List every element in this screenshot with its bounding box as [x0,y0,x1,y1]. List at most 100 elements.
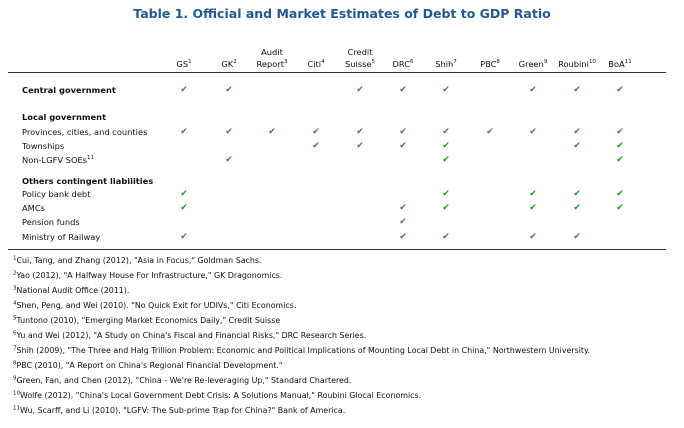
checkmark-icon: ✔ [573,85,581,95]
row-label-text: Non-LGFV SOEs [22,155,88,165]
column-header-shih: Shih7 [421,46,471,70]
footnote: 6Yu and Wei (2012), "A Study on China's … [13,331,366,340]
checkmark-icon: ✔ [616,203,624,213]
checkmark-icon: ✔ [225,155,233,165]
column-header-line1 [595,46,645,58]
column-header-gs: GS1 [159,46,209,70]
checkmark-icon: ✔ [180,127,188,137]
row-label: Townships [22,141,64,151]
footnote-text: Wolfe (2012), "China's Local Government … [20,391,422,400]
table-header [8,33,666,73]
row-label-text: Pension funds [22,217,80,227]
checkmark-icon: ✔ [616,141,624,151]
checkmark-icon: ✔ [399,203,407,213]
checkmark-icon: ✔ [573,141,581,151]
column-header-gk: GK2 [204,46,254,70]
section-heading: Local government [22,112,106,122]
footnote-number: 1 [13,255,17,262]
checkmark-icon: ✔ [180,232,188,242]
table-bottom-rule [8,249,666,250]
column-header-line1 [159,46,209,58]
section-heading: Others contingent liabilities [22,176,153,186]
checkmark-icon: ✔ [442,203,450,213]
footnote-number: 7 [13,345,17,352]
row-label: Provinces, cities, and counties [22,127,147,137]
checkmark-icon: ✔ [225,127,233,137]
checkmark-icon: ✔ [529,85,537,95]
footnote-number: 11 [13,405,20,412]
column-header-label: Shih [435,59,454,69]
column-header-footnote-ref: 6 [410,59,414,66]
checkmark-icon: ✔ [529,189,537,199]
checkmark-icon: ✔ [573,189,581,199]
column-header-label: DRC [392,59,411,69]
column-header-footnote-ref: 8 [496,59,500,66]
column-header-footnote-ref: 10 [588,59,596,66]
column-header-line2: Citi4 [291,58,341,70]
column-header-label: Suisse [344,59,372,69]
checkmark-icon: ✔ [399,217,407,227]
footnote: 2Yao (2012), "A Halfway House For Infras… [13,271,282,280]
column-header-line2: DRC6 [378,58,428,70]
checkmark-icon: ✔ [573,203,581,213]
checkmark-icon: ✔ [268,127,276,137]
checkmark-icon: ✔ [399,232,407,242]
checkmark-icon: ✔ [442,189,450,199]
row-label: Non-LGFV SOEs11 [22,155,94,165]
column-header-label: Roubini [558,59,589,69]
footnote: 4Shen, Peng, and Wei (2010). "No Quick E… [13,301,296,310]
column-header-label: GS [176,59,189,69]
column-header-line2: Suisse5 [335,58,385,70]
column-header-line2: Shih7 [421,58,471,70]
column-header-line2: BoA11 [595,58,645,70]
checkmark-icon: ✔ [573,232,581,242]
row-label-text: Central government [22,85,116,95]
column-header-line2: Green9 [508,58,558,70]
checkmark-icon: ✔ [616,189,624,199]
checkmark-icon: ✔ [180,85,188,95]
footnote-number: 5 [13,315,17,322]
checkmark-icon: ✔ [180,189,188,199]
checkmark-icon: ✔ [442,127,450,137]
column-header-cs: Credit Suisse5 [335,46,385,70]
column-header-line2: GS1 [159,58,209,70]
row-label-text: AMCs [22,203,45,213]
footnote-text: Yu and Wei (2012), "A Study on China's F… [16,331,367,340]
column-header-roub: Roubini10 [552,46,602,70]
column-header-line2: GK2 [204,58,254,70]
footnote-number: 6 [13,330,17,337]
column-header-label: BoA [608,59,625,69]
footnote-text: Cui, Tang, and Zhang (2012), "Asia in Fo… [16,256,262,265]
table-title: Table 1. Official and Market Estimates o… [133,6,551,21]
column-header-footnote-ref: 9 [543,59,548,66]
column-header-pbc: PBC8 [465,46,515,70]
footnote-text: Green, Fan, and Chen (2012), "China - We… [16,376,352,385]
footnote-text: Tuntono (2010), "Emerging Market Economi… [16,316,281,325]
column-header-label: Citi [307,59,322,69]
row-label-text: Townships [22,141,65,151]
footnote: 1Cui, Tang, and Zhang (2012), "Asia in F… [13,256,262,265]
footnote: 8PBC (2010), "A Report on China's Region… [13,361,283,370]
column-header-footnote-ref: 1 [188,59,192,66]
column-header-line1 [421,46,471,58]
checkmark-icon: ✔ [616,127,624,137]
footnote-text: Shih (2009), "The Three and Halg Trillio… [16,346,591,355]
section-heading: Central government [22,85,116,95]
footnote: 10Wolfe (2012), "China's Local Governmen… [13,391,421,400]
checkmark-icon: ✔ [399,141,407,151]
column-header-footnote-ref: 5 [371,59,376,66]
column-header-label: Report [256,59,284,69]
checkmark-icon: ✔ [356,85,364,95]
row-label-text: Policy bank debt [22,189,91,199]
checkmark-icon: ✔ [442,141,450,151]
footnote-text: National Audit Office (2011). [16,286,130,295]
checkmark-icon: ✔ [616,155,624,165]
row-label: AMCs [22,203,45,213]
row-footnote-ref: 11 [87,155,95,162]
column-header-line1: Credit [347,47,373,57]
checkmark-icon: ✔ [442,232,450,242]
column-header-footnote-ref: 11 [624,59,632,66]
column-header-citi: Citi4 [291,46,341,70]
checkmark-icon: ✔ [180,203,188,213]
column-header-line1 [508,46,558,58]
